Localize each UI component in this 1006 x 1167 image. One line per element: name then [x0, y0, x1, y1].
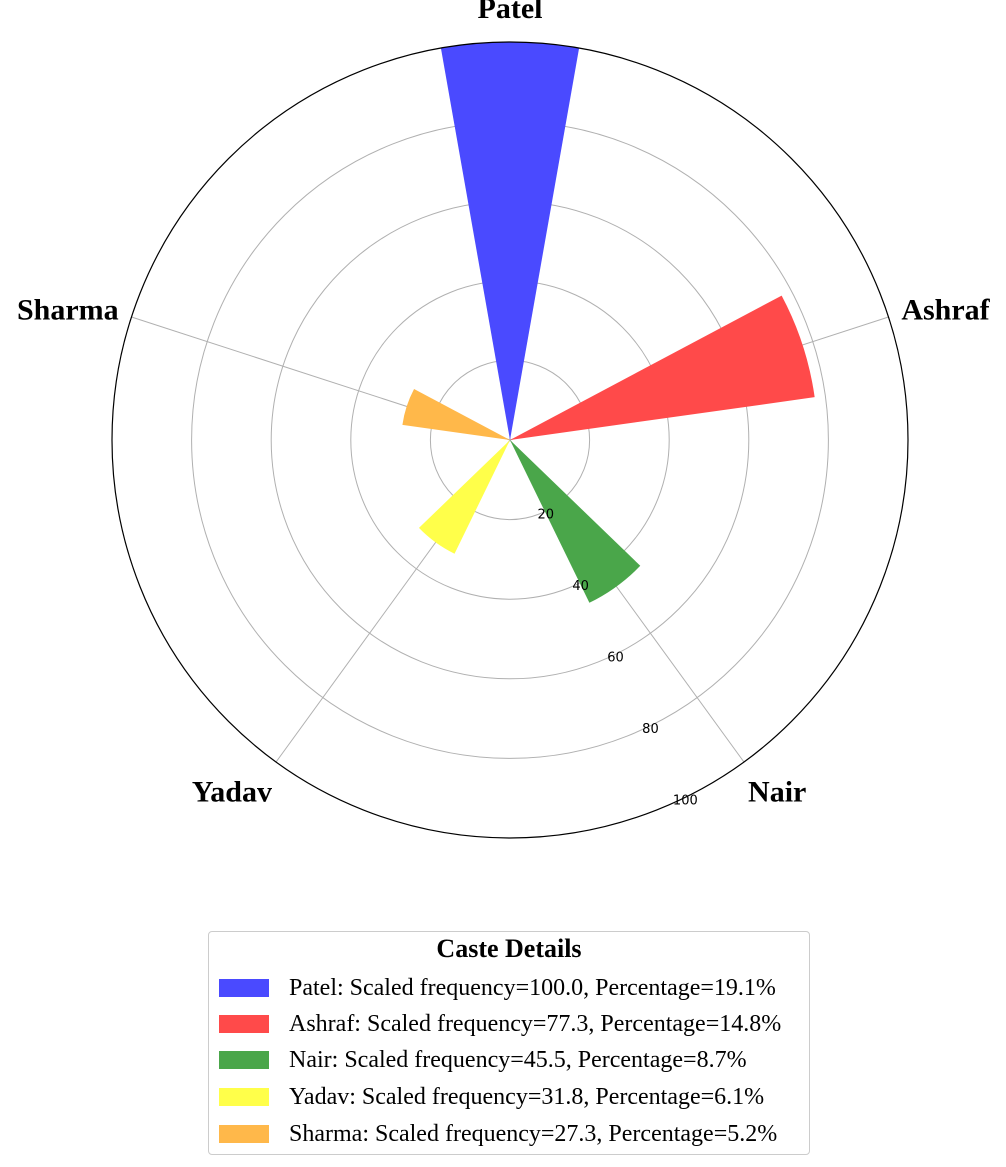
- bar-nair: [510, 440, 641, 603]
- legend-label-patel: Patel: Scaled frequency=100.0, Percentag…: [289, 974, 776, 1001]
- legend-swatch-nair: [219, 1051, 269, 1069]
- legend-item-ashraf: Ashraf: Scaled frequency=77.3, Percentag…: [219, 1006, 781, 1042]
- legend-swatch-patel: [219, 979, 269, 997]
- legend-title: Caste Details: [436, 934, 582, 963]
- legend-item-sharma: Sharma: Scaled frequency=27.3, Percentag…: [219, 1116, 777, 1152]
- r-tick-label: 60: [607, 650, 624, 665]
- polar-bar-chart: 20 40 60 80 100 Patel Ashraf Nair Yadav Sharma: [17, 0, 991, 839]
- legend-item-yadav: Yadav: Scaled frequency=31.8, Percentage…: [219, 1079, 764, 1115]
- bar-patel: [440, 42, 580, 440]
- r-tick-label: 40: [572, 579, 589, 594]
- category-label-sharma: Sharma: [17, 294, 119, 327]
- bar-yadav: [418, 440, 510, 554]
- legend-label-ashraf: Ashraf: Scaled frequency=77.3, Percentag…: [289, 1010, 782, 1037]
- bar-sharma: [402, 388, 510, 440]
- r-tick-label: 80: [642, 722, 659, 737]
- legend-label-yadav: Yadav: Scaled frequency=31.8, Percentage…: [289, 1083, 765, 1110]
- category-label-ashraf: Ashraf: [901, 294, 990, 327]
- legend-swatch-yadav: [219, 1088, 269, 1106]
- legend-swatch-ashraf: [219, 1015, 269, 1033]
- r-tick-label: 100: [673, 794, 698, 809]
- category-label-patel: Patel: [478, 0, 543, 25]
- bar-ashraf: [510, 295, 815, 440]
- legend-swatch-sharma: [219, 1125, 269, 1143]
- legend-label-nair: Nair: Scaled frequency=45.5, Percentage=…: [289, 1046, 747, 1073]
- legend-label-sharma: Sharma: Scaled frequency=27.3, Percentag…: [289, 1120, 778, 1147]
- category-label-yadav: Yadav: [192, 775, 272, 808]
- polar-spine: [111, 41, 909, 839]
- r-tick-label: 20: [537, 507, 554, 522]
- legend-item-nair: Nair: Scaled frequency=45.5, Percentage=…: [219, 1042, 747, 1078]
- legend-item-patel: Patel: Scaled frequency=100.0, Percentag…: [219, 970, 776, 1006]
- category-label-nair: Nair: [748, 775, 806, 808]
- legend: Caste Details Patel: Scaled frequency=10…: [208, 931, 810, 1155]
